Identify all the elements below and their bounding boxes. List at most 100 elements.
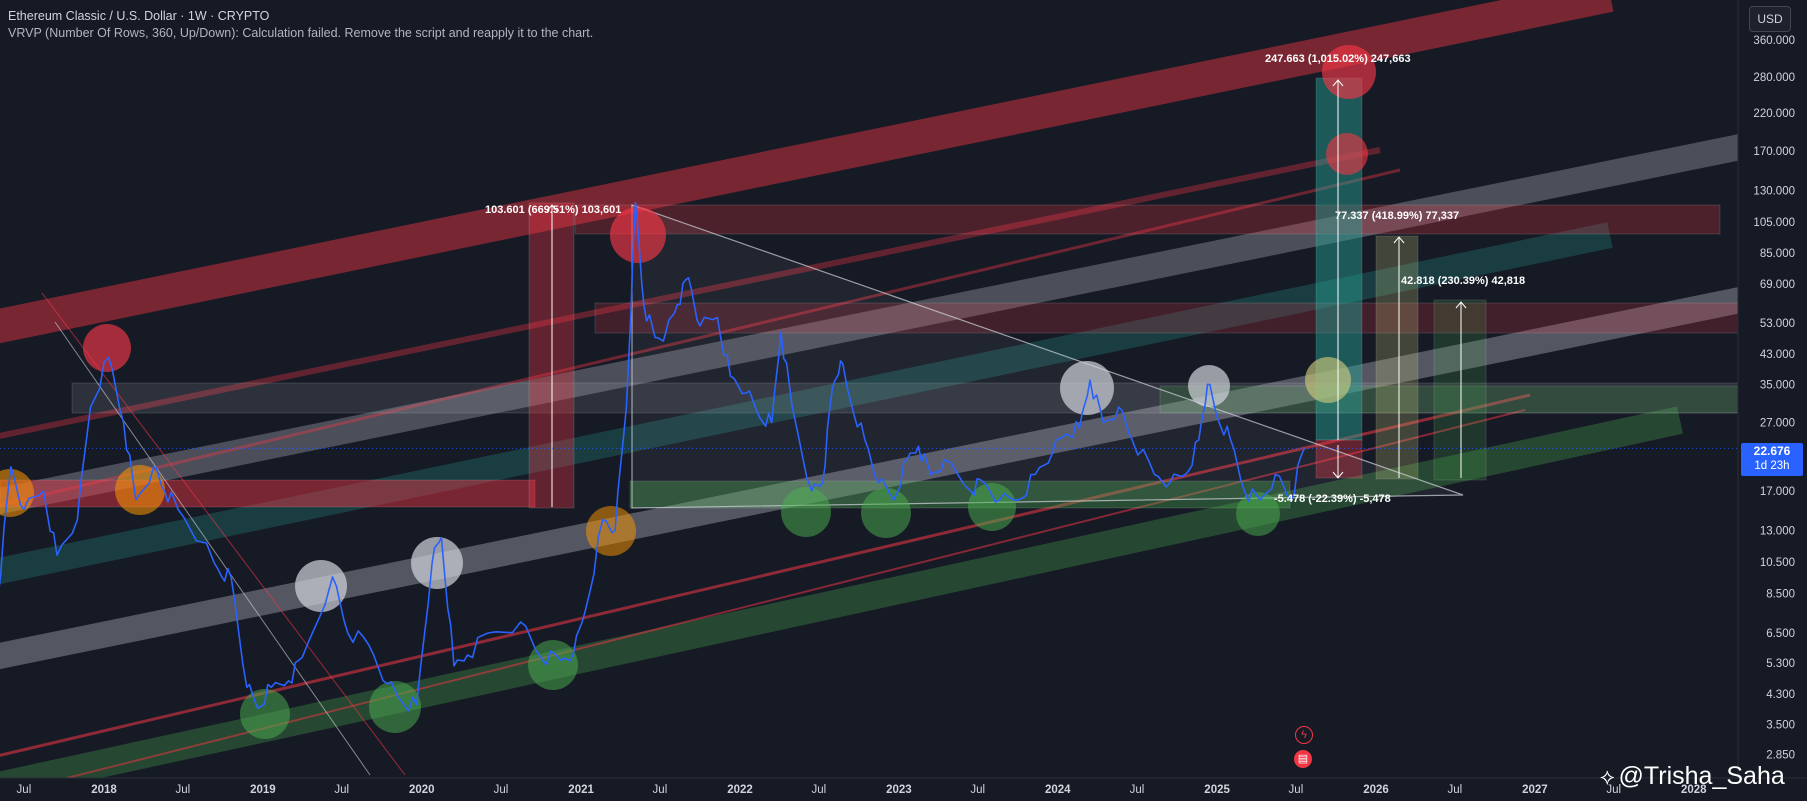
- y-tick-label-5: 105.000: [1753, 217, 1795, 229]
- x-tick-label-20: Jul: [1606, 784, 1621, 796]
- y-tick-label-6: 85.000: [1760, 248, 1795, 260]
- trend-band-7: [0, 393, 1531, 757]
- measure-arrowhead-0: [546, 204, 558, 212]
- x-tick-label-21: 2028: [1681, 784, 1707, 796]
- x-tick-label-12: Jul: [970, 784, 985, 796]
- y-tick-label-3: 170.000: [1753, 146, 1795, 158]
- triangle-pattern: [631, 204, 1464, 509]
- price-series-line: [0, 201, 1305, 712]
- y-tick-label-12: 17.000: [1760, 486, 1795, 498]
- x-tick-label-2: Jul: [175, 784, 190, 796]
- chart-header: Ethereum Classic / U.S. Dollar · 1W · CR…: [8, 8, 593, 42]
- y-tick-label-2: 220.000: [1753, 108, 1795, 120]
- y-tick-label-10: 35.000: [1760, 379, 1795, 391]
- x-tick-label-8: Jul: [653, 784, 668, 796]
- trend-band-1: [0, 132, 1753, 515]
- x-tick-label-14: Jul: [1130, 784, 1145, 796]
- y-tick-label-11: 27.000: [1760, 418, 1795, 430]
- x-tick-label-18: Jul: [1447, 784, 1462, 796]
- x-tick-label-1: 2018: [91, 784, 117, 796]
- level-marker-16: [1305, 357, 1351, 403]
- downtrend-line: [54, 321, 371, 776]
- resistance-zone-gray: [71, 382, 1807, 414]
- x-tick-label-6: Jul: [494, 784, 509, 796]
- x-tick-label-16: Jul: [1289, 784, 1304, 796]
- level-marker-13: [1060, 361, 1114, 415]
- support-zone-right: [1159, 385, 1739, 414]
- level-marker-15: [1236, 492, 1280, 536]
- x-tick-label-3: 2019: [250, 784, 276, 796]
- time-axis-bg: [0, 778, 1807, 801]
- last-price-tag: 22.676 1d 23h: [1741, 443, 1803, 476]
- level-marker-7: [528, 640, 578, 690]
- measure-label-2: 77.337 (418.99%) 77,337: [1335, 210, 1459, 222]
- level-marker-1: [83, 324, 131, 372]
- x-tick-label-11: 2023: [886, 784, 912, 796]
- y-tick-label-0: 360.000: [1753, 35, 1795, 47]
- measure-label-1: 247.663 (1,015.02%) 247,663: [1265, 53, 1411, 65]
- x-tick-label-13: 2024: [1045, 784, 1071, 796]
- x-tick-label-19: 2027: [1522, 784, 1548, 796]
- support-zone-red: [0, 479, 536, 508]
- resistance-zone-top: [574, 204, 1721, 235]
- last-price-value: 22.676: [1753, 444, 1791, 458]
- measure-label-3: 42.818 (230.39%) 42,818: [1401, 275, 1525, 287]
- level-marker-5: [369, 681, 421, 733]
- level-marker-17: [1326, 133, 1368, 175]
- measure-box-khaki: [1375, 235, 1419, 480]
- y-tick-label-16: 6.500: [1766, 628, 1795, 640]
- y-tick-label-7: 69.000: [1760, 279, 1795, 291]
- price-axis-bg: [1738, 0, 1807, 801]
- indicator-status[interactable]: VRVP (Number Of Rows, 360, Up/Down): Cal…: [8, 26, 594, 40]
- level-marker-10: [781, 487, 831, 537]
- measure-box-green: [1433, 299, 1487, 481]
- x-tick-label-5: 2020: [409, 784, 435, 796]
- y-tick-label-9: 43.000: [1760, 349, 1795, 361]
- trend-band-8: [0, 409, 1526, 796]
- level-marker-11: [861, 488, 911, 538]
- y-tick-label-18: 4.300: [1766, 689, 1795, 701]
- y-tick-label-1: 280.000: [1753, 72, 1795, 84]
- tradingview-logo-icon: ⟡: [1600, 764, 1615, 789]
- support-zone-green: [629, 480, 1291, 509]
- x-tick-label-9: 2022: [727, 784, 753, 796]
- measure-label-0: 103.601 (669.51%) 103,601: [485, 204, 621, 216]
- resistance-zone-mid: [594, 302, 1746, 334]
- level-marker-6: [411, 537, 463, 589]
- bar-countdown: 1d 23h: [1754, 460, 1790, 472]
- level-marker-3: [295, 560, 347, 612]
- y-tick-label-8: 53.000: [1760, 318, 1795, 330]
- level-marker-4: [240, 689, 290, 739]
- y-tick-label-14: 10.500: [1760, 557, 1795, 569]
- flash-icon[interactable]: ϟ: [1295, 726, 1313, 744]
- x-tick-label-0: Jul: [17, 784, 32, 796]
- symbol-title[interactable]: Ethereum Classic / U.S. Dollar · 1W · CR…: [8, 9, 270, 23]
- currency-button[interactable]: USD: [1749, 6, 1791, 32]
- measure-arrowhead-3: [1393, 236, 1405, 244]
- level-marker-2: [115, 465, 165, 515]
- y-tick-label-17: 5.300: [1766, 658, 1795, 670]
- measure-arrowhead-4: [1455, 301, 1467, 309]
- level-marker-18: [1322, 45, 1376, 99]
- watermark: ⟡ @Trisha_Saha: [1600, 762, 1785, 791]
- x-tick-label-7: 2021: [568, 784, 594, 796]
- measure-label-4: -5.478 (-22.39%) -5,478: [1274, 493, 1391, 505]
- y-tick-label-20: 2.850: [1766, 750, 1795, 762]
- watermark-handle: @Trisha_Saha: [1618, 762, 1785, 790]
- level-marker-14: [1188, 365, 1230, 407]
- trend-band-5: [0, 147, 1381, 439]
- level-marker-12: [968, 483, 1016, 531]
- measure-arrowhead-2: [1332, 471, 1344, 479]
- x-tick-label-4: Jul: [334, 784, 349, 796]
- y-tick-label-15: 8.500: [1766, 588, 1795, 600]
- x-tick-label-17: 2026: [1363, 784, 1389, 796]
- x-tick-label-10: Jul: [811, 784, 826, 796]
- y-tick-label-19: 3.500: [1766, 719, 1795, 731]
- flag-icon[interactable]: ▤: [1294, 750, 1312, 768]
- measure-arrowhead-1: [1332, 79, 1344, 87]
- y-tick-label-13: 13.000: [1760, 526, 1795, 538]
- trend-band-6: [0, 168, 1401, 507]
- y-tick-label-4: 130.000: [1753, 185, 1795, 197]
